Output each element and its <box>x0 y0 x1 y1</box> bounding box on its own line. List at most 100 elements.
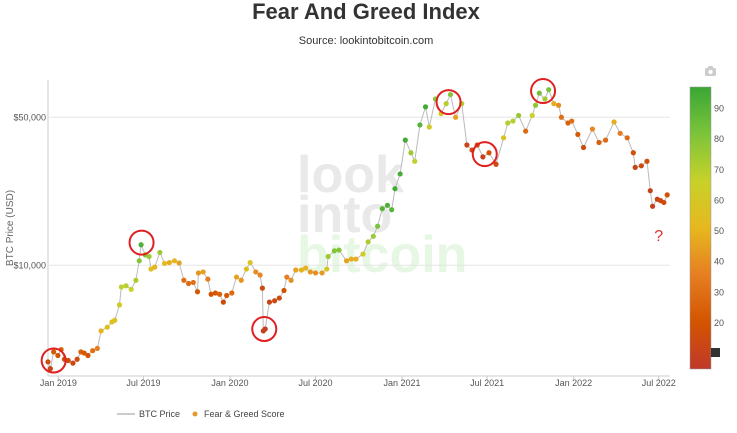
watermark-bitcoin: bitcoin <box>297 226 467 284</box>
camera-icon[interactable] <box>705 66 716 76</box>
fear-greed-point <box>181 277 187 283</box>
x-tick-label: Jul 2020 <box>298 378 332 388</box>
fear-greed-point <box>558 114 564 120</box>
x-tick-label: Jan 2021 <box>383 378 420 388</box>
fear-greed-point <box>94 345 100 352</box>
fear-greed-point <box>500 135 507 141</box>
fear-greed-point <box>118 284 124 290</box>
fear-greed-point <box>408 150 414 156</box>
fear-greed-point <box>555 102 562 108</box>
fear-greed-point <box>136 258 142 264</box>
y-axis-ticks: $10,000 $50,000 <box>13 112 46 270</box>
highlight-circle <box>530 78 557 105</box>
fear-greed-point <box>397 171 403 177</box>
fear-greed-point <box>324 266 330 272</box>
fear-greed-point <box>348 256 354 262</box>
legend: BTC Price Fear & Greed Score <box>117 409 285 419</box>
fear-greed-point <box>447 91 454 98</box>
legend-item-btc-price[interactable]: BTC Price <box>117 409 180 419</box>
fear-greed-point <box>632 164 638 170</box>
fear-greed-point <box>247 259 253 266</box>
fear-greed-point <box>146 253 152 260</box>
x-tick-label: Jan 2022 <box>555 378 592 388</box>
fear-greed-point <box>647 188 653 194</box>
y-tick-label: $10,000 <box>13 260 46 270</box>
fear-greed-point <box>630 150 636 156</box>
fear-greed-point <box>353 256 359 262</box>
fear-greed-point <box>453 114 459 120</box>
fear-greed-point <box>312 270 319 276</box>
x-tick-label: Jul 2022 <box>642 378 676 388</box>
fear-greed-point <box>229 290 235 296</box>
color-scale-ticks: 20 30 40 50 60 70 80 90 <box>714 103 724 328</box>
fear-greed-point <box>70 360 76 366</box>
color-scale-tick-label: 30 <box>714 287 724 297</box>
fear-greed-point <box>617 130 623 136</box>
fear-greed-point <box>602 137 609 143</box>
fear-greed-point <box>116 302 123 308</box>
fear-greed-point <box>331 248 337 254</box>
fear-greed-point <box>532 102 539 108</box>
fear-greed-point <box>505 120 511 126</box>
fear-greed-point <box>298 267 305 273</box>
fear-greed-point <box>370 233 376 239</box>
fear-greed-point <box>661 199 667 206</box>
color-scale-tick-label: 50 <box>714 226 724 236</box>
fear-greed-point <box>426 124 432 130</box>
fear-greed-point <box>319 270 325 276</box>
color-scale-tick-label: 80 <box>714 134 724 144</box>
question-mark-annotation: ? <box>654 228 663 245</box>
highlight-circle <box>251 316 278 343</box>
fear-greed-point <box>293 267 299 273</box>
fear-greed-point <box>166 259 172 266</box>
fear-greed-point <box>98 328 104 334</box>
fear-greed-point <box>596 139 602 146</box>
fear-greed-point <box>205 276 211 282</box>
fear-greed-point <box>307 269 313 275</box>
fear-greed-point <box>272 298 278 304</box>
fear-greed-point <box>529 112 535 119</box>
fear-greed-point <box>611 119 617 125</box>
fear-greed-point <box>412 158 418 164</box>
fear-greed-point <box>417 122 423 128</box>
legend-dot-swatch <box>192 411 198 417</box>
fear-greed-point <box>138 242 144 248</box>
fear-greed-point <box>47 366 53 372</box>
legend-item-fear-greed[interactable]: Fear & Greed Score <box>192 409 285 419</box>
fear-greed-point <box>343 258 350 264</box>
fear-greed-point <box>171 258 178 264</box>
fear-greed-point <box>81 350 87 356</box>
color-scale-handle[interactable] <box>711 348 720 357</box>
fear-greed-point <box>580 144 587 151</box>
fear-greed-point <box>551 101 557 107</box>
fear-greed-point <box>536 90 542 96</box>
fear-greed-point <box>51 349 57 355</box>
fear-greed-point <box>365 239 371 245</box>
fear-greed-point <box>379 206 385 212</box>
fear-greed-point <box>253 269 259 275</box>
color-scale: 20 30 40 50 60 70 80 90 <box>689 86 724 370</box>
fear-greed-point <box>303 265 309 271</box>
fear-greed-point <box>664 192 670 198</box>
fear-greed-point <box>208 291 214 297</box>
fear-greed-point <box>443 101 449 107</box>
highlight-circle <box>471 141 498 168</box>
fear-greed-point <box>233 274 240 280</box>
fear-greed-point <box>224 292 230 299</box>
fear-greed-point <box>281 287 287 294</box>
watermark: look into bitcoin <box>297 146 467 284</box>
fear-greed-point <box>336 247 342 253</box>
fear-greed-point <box>161 260 168 267</box>
fear-greed-point <box>638 163 644 169</box>
fear-greed-point <box>112 317 118 323</box>
fear-greed-point <box>288 277 294 283</box>
highlight-circle <box>40 347 67 374</box>
fear-greed-point <box>493 161 499 167</box>
fear-greed-point <box>212 290 218 296</box>
fear-greed-point <box>589 126 596 132</box>
fear-greed-point <box>90 348 96 354</box>
fear-greed-point <box>243 266 250 272</box>
fear-greed-point <box>284 274 290 280</box>
color-scale-bar <box>689 86 712 370</box>
x-tick-label: Jan 2020 <box>211 378 248 388</box>
